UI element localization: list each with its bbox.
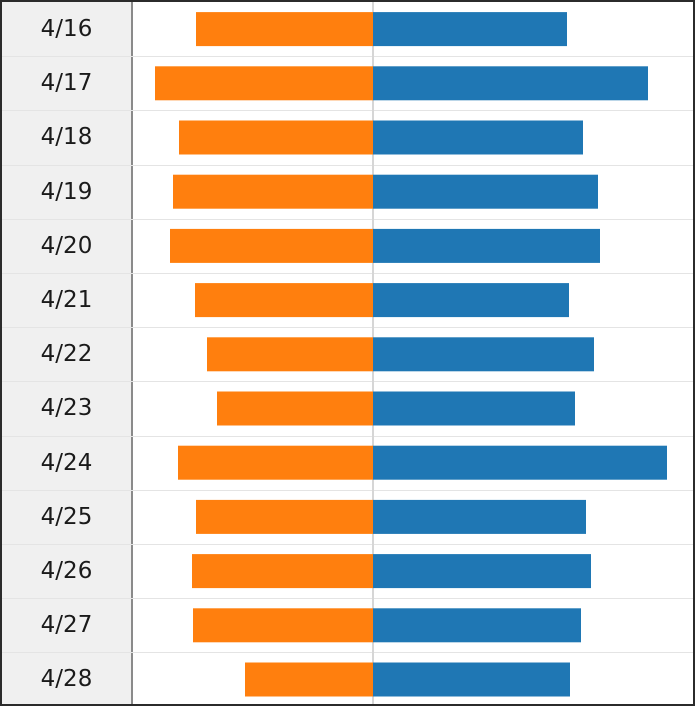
category-label-column bbox=[2, 2, 131, 704]
left-bar bbox=[193, 608, 373, 643]
right-bar bbox=[373, 662, 570, 697]
category-label: 4/27 bbox=[40, 612, 93, 638]
row-gridline bbox=[2, 165, 693, 166]
label-column-divider bbox=[131, 2, 133, 704]
row-gridline bbox=[2, 110, 693, 111]
category-label: 4/21 bbox=[40, 287, 93, 313]
row-gridline bbox=[2, 381, 693, 382]
left-bar bbox=[196, 12, 373, 47]
left-bar bbox=[245, 662, 373, 697]
right-bar bbox=[373, 445, 667, 480]
row-gridline bbox=[2, 490, 693, 491]
right-bar bbox=[373, 608, 581, 643]
right-bar bbox=[373, 283, 569, 318]
right-bar bbox=[373, 228, 600, 263]
row-gridline bbox=[2, 436, 693, 437]
row-gridline bbox=[2, 56, 693, 57]
left-bar bbox=[178, 445, 373, 480]
category-label: 4/25 bbox=[40, 504, 93, 530]
left-bar bbox=[173, 174, 373, 209]
row-gridline bbox=[2, 327, 693, 328]
category-label: 4/18 bbox=[40, 124, 93, 150]
right-bar bbox=[373, 337, 594, 372]
right-bar bbox=[373, 554, 591, 589]
left-bar bbox=[196, 499, 373, 534]
category-label: 4/22 bbox=[40, 341, 93, 367]
left-bar bbox=[179, 120, 373, 155]
row-gridline bbox=[2, 273, 693, 274]
right-bar bbox=[373, 499, 586, 534]
category-label: 4/26 bbox=[40, 558, 93, 584]
category-label: 4/20 bbox=[40, 233, 93, 259]
left-bar bbox=[195, 283, 373, 318]
right-bar bbox=[373, 66, 648, 101]
row-gridline bbox=[2, 544, 693, 545]
left-bar bbox=[155, 66, 373, 101]
category-label: 4/17 bbox=[40, 70, 93, 96]
left-bar bbox=[170, 228, 373, 263]
category-label: 4/23 bbox=[40, 395, 93, 421]
category-label: 4/24 bbox=[40, 450, 93, 476]
left-bar bbox=[207, 337, 373, 372]
category-label: 4/19 bbox=[40, 179, 93, 205]
left-bar bbox=[192, 554, 373, 589]
category-label: 4/28 bbox=[40, 666, 93, 692]
right-bar bbox=[373, 174, 598, 209]
row-gridline bbox=[2, 219, 693, 220]
right-bar bbox=[373, 391, 575, 426]
category-label: 4/16 bbox=[40, 16, 93, 42]
right-bar bbox=[373, 120, 583, 155]
left-bar bbox=[217, 391, 373, 426]
row-gridline bbox=[2, 598, 693, 599]
right-bar bbox=[373, 12, 567, 47]
row-gridline bbox=[2, 652, 693, 653]
